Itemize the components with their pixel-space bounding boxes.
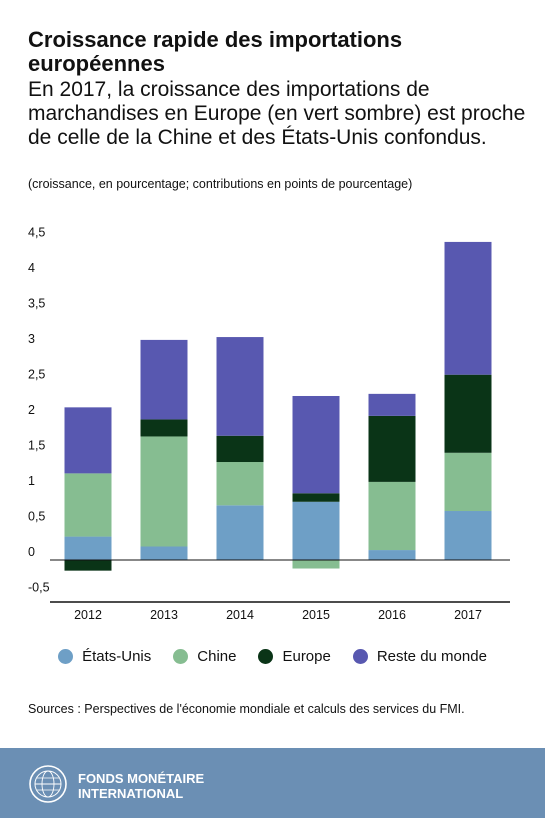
bar-segment-2012-0: [64, 536, 112, 560]
sources-note: Sources : Perspectives de l'économie mon…: [28, 702, 465, 716]
legend-swatch: [258, 649, 274, 664]
x-tick-label: 2017: [454, 608, 482, 622]
y-tick-label: 1: [28, 474, 35, 488]
legend-swatch: [58, 649, 74, 664]
bar-segment-2012-1: [64, 473, 112, 537]
bar-segment-2013-2: [140, 419, 188, 437]
legend-item-reste-du-monde: Reste du monde: [352, 648, 487, 665]
bar-segment-2013-1: [140, 436, 188, 547]
bar-segment-2016-2: [368, 415, 416, 482]
bar-segment-2012-2: [64, 560, 112, 571]
bar-segment-2014-3: [216, 337, 264, 436]
legend-label: Europe: [282, 648, 331, 665]
bar-segment-2015-2: [292, 493, 340, 502]
legend-label: États-Unis: [82, 648, 152, 665]
bar-segment-2012-3: [64, 407, 112, 474]
legend-item-etats-unis: États-Unis: [58, 648, 151, 665]
bar-segment-2016-0: [368, 550, 416, 560]
x-tick-label: 2014: [226, 608, 254, 622]
y-tick-label: 0: [28, 545, 35, 559]
x-tick-label: 2013: [150, 608, 178, 622]
bar-segment-2015-0: [292, 501, 340, 560]
y-tick-label: 3: [28, 332, 35, 346]
x-tick-label: 2016: [378, 608, 406, 622]
y-tick-label: 2: [28, 403, 35, 417]
bar-segment-2013-3: [140, 339, 188, 420]
y-tick-label: 0,5: [28, 510, 45, 524]
y-tick-label: 2,5: [28, 368, 45, 382]
bar-segment-2017-0: [444, 511, 492, 560]
legend-label: Reste du monde: [376, 648, 487, 665]
y-tick-label: 1,5: [28, 439, 45, 453]
org-name: FONDS MONÉTAIRE INTERNATIONAL: [78, 771, 204, 801]
chart-subtitle: En 2017, la croissance des importations …: [28, 78, 526, 149]
bar-segment-2015-3: [292, 395, 340, 494]
org-name-line1: FONDS MONÉTAIRE: [78, 771, 205, 786]
org-name-line2: INTERNATIONAL: [78, 786, 184, 801]
bar-segment-2016-1: [368, 481, 416, 551]
bar-segment-2014-0: [216, 505, 264, 560]
y-tick-label: -0,5: [28, 581, 50, 595]
legend-item-europe: Europe: [258, 648, 331, 665]
legend: États-Unis Chine Europe Reste du monde: [0, 648, 545, 665]
units-note: (croissance, en pourcentage; contributio…: [28, 177, 413, 191]
legend-item-chine: Chine: [173, 648, 236, 665]
x-tick-label: 2012: [74, 608, 102, 622]
bar-segment-2014-1: [216, 462, 264, 506]
y-tick-label: 4: [28, 261, 35, 275]
bar-segment-2014-2: [216, 435, 264, 463]
legend-swatch: [352, 649, 368, 664]
legend-label: Chine: [197, 648, 237, 665]
bar-segment-2016-3: [368, 393, 416, 416]
stacked-bar-chart: 4,5 4 3,5 3 2,5 2 1,5 1 0,5 0 -0,5 2012 2013 2014 2015…: [28, 226, 510, 622]
bar-segment-2017-3: [444, 241, 492, 375]
bar-segment-2015-1: [292, 560, 340, 569]
bar-segment-2017-2: [444, 374, 492, 453]
y-tick-label: 4,5: [28, 226, 45, 240]
imf-seal-icon: [29, 765, 67, 803]
footer-bar: FONDS MONÉTAIRE INTERNATIONAL: [0, 748, 545, 818]
x-tick-label: 2015: [302, 608, 330, 622]
bar-segment-2013-0: [140, 546, 188, 560]
legend-swatch: [173, 649, 189, 664]
chart-title: Croissance rapide des importations europ…: [28, 27, 403, 76]
y-tick-label: 3,5: [28, 297, 45, 311]
bar-segment-2017-1: [444, 452, 492, 512]
